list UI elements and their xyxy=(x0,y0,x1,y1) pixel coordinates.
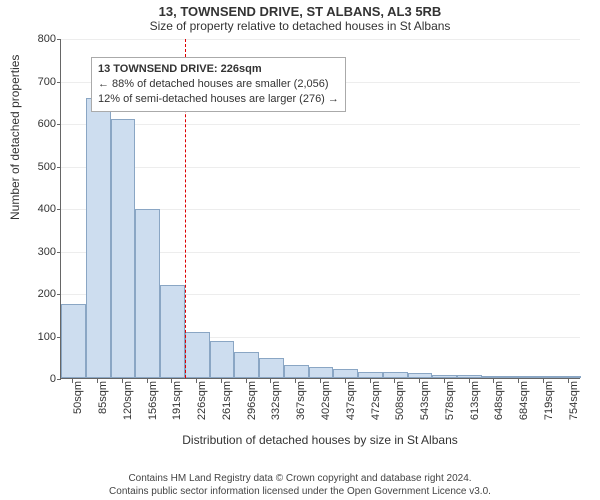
histogram-bar xyxy=(556,376,581,378)
y-tick-label: 400 xyxy=(26,203,56,215)
histogram-bar xyxy=(457,375,482,378)
grid-line xyxy=(61,167,580,168)
grid-line xyxy=(61,124,580,125)
histogram-bar xyxy=(284,365,309,378)
y-tick-label: 100 xyxy=(26,331,56,343)
histogram-bar xyxy=(507,376,532,378)
histogram-bar xyxy=(210,341,235,378)
annotation-line: 12% of semi-detached houses are larger (… xyxy=(98,92,339,107)
y-tick-mark xyxy=(57,252,61,253)
y-axis-label: Number of detached properties xyxy=(8,55,22,220)
x-axis-label: Distribution of detached houses by size … xyxy=(60,433,580,447)
y-tick-mark xyxy=(57,39,61,40)
y-tick-mark xyxy=(57,379,61,380)
x-tick-label: 402sqm xyxy=(320,381,332,431)
histogram-bar xyxy=(111,119,136,378)
histogram-bar xyxy=(61,304,86,378)
histogram-bar xyxy=(432,375,457,378)
y-tick-label: 200 xyxy=(26,288,56,300)
histogram-bar xyxy=(234,352,259,378)
y-tick-label: 700 xyxy=(26,76,56,88)
x-tick-label: 472sqm xyxy=(370,381,382,431)
y-tick-label: 600 xyxy=(26,118,56,130)
histogram-bar xyxy=(531,376,556,378)
x-tick-label: 50sqm xyxy=(72,381,84,431)
y-tick-label: 500 xyxy=(26,161,56,173)
x-tick-label: 85sqm xyxy=(97,381,109,431)
x-tick-label: 156sqm xyxy=(147,381,159,431)
x-tick-label: 543sqm xyxy=(419,381,431,431)
footer: Contains HM Land Registry data © Crown c… xyxy=(0,472,600,498)
histogram-bar xyxy=(383,372,408,378)
x-tick-label: 508sqm xyxy=(394,381,406,431)
x-tick-label: 296sqm xyxy=(246,381,258,431)
histogram-bar xyxy=(333,369,358,378)
y-tick-label: 800 xyxy=(26,33,56,45)
x-tick-label: 754sqm xyxy=(568,381,580,431)
x-tick-label: 332sqm xyxy=(270,381,282,431)
y-tick-label: 0 xyxy=(26,373,56,385)
x-tick-label: 367sqm xyxy=(295,381,307,431)
histogram-bar xyxy=(309,367,334,378)
histogram-bar xyxy=(408,373,433,378)
histogram-chart: 13 TOWNSEND DRIVE: 226sqm ← 88% of detac… xyxy=(60,39,580,419)
grid-line xyxy=(61,39,580,40)
y-tick-label: 300 xyxy=(26,246,56,258)
x-tick-label: 226sqm xyxy=(196,381,208,431)
y-tick-mark xyxy=(57,209,61,210)
x-tick-label: 578sqm xyxy=(444,381,456,431)
x-tick-label: 120sqm xyxy=(122,381,134,431)
histogram-bar xyxy=(259,358,284,378)
page-title: 13, TOWNSEND DRIVE, ST ALBANS, AL3 5RB xyxy=(0,0,600,19)
histogram-bar xyxy=(160,285,185,378)
histogram-bar xyxy=(358,372,383,378)
y-tick-mark xyxy=(57,124,61,125)
y-tick-mark xyxy=(57,167,61,168)
x-tick-label: 719sqm xyxy=(543,381,555,431)
x-tick-label: 191sqm xyxy=(171,381,183,431)
y-tick-mark xyxy=(57,82,61,83)
histogram-bar xyxy=(482,376,507,378)
histogram-bar xyxy=(135,209,160,378)
x-tick-label: 684sqm xyxy=(518,381,530,431)
histogram-bar xyxy=(86,98,111,379)
annotation-title: 13 TOWNSEND DRIVE: 226sqm xyxy=(98,62,339,77)
chart-subtitle: Size of property relative to detached ho… xyxy=(0,19,600,35)
footer-line: Contains public sector information licen… xyxy=(0,485,600,498)
y-tick-mark xyxy=(57,294,61,295)
x-tick-label: 613sqm xyxy=(469,381,481,431)
footer-line: Contains HM Land Registry data © Crown c… xyxy=(0,472,600,485)
plot-area: 13 TOWNSEND DRIVE: 226sqm ← 88% of detac… xyxy=(60,39,580,379)
x-tick-label: 437sqm xyxy=(345,381,357,431)
x-tick-label: 261sqm xyxy=(221,381,233,431)
histogram-bar xyxy=(185,332,210,378)
annotation-line: ← 88% of detached houses are smaller (2,… xyxy=(98,77,339,92)
annotation-box: 13 TOWNSEND DRIVE: 226sqm ← 88% of detac… xyxy=(91,57,346,112)
x-tick-label: 648sqm xyxy=(493,381,505,431)
